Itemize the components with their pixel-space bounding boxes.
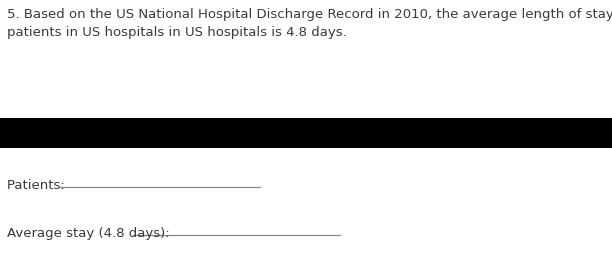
Text: 5. Based on the US National Hospital Discharge Record in 2010, the average lengt: 5. Based on the US National Hospital Dis…	[7, 8, 612, 39]
Text: Patients:: Patients:	[7, 179, 69, 192]
Text: Average stay (4.8 days):: Average stay (4.8 days):	[7, 227, 174, 240]
Bar	[0, 118, 612, 148]
